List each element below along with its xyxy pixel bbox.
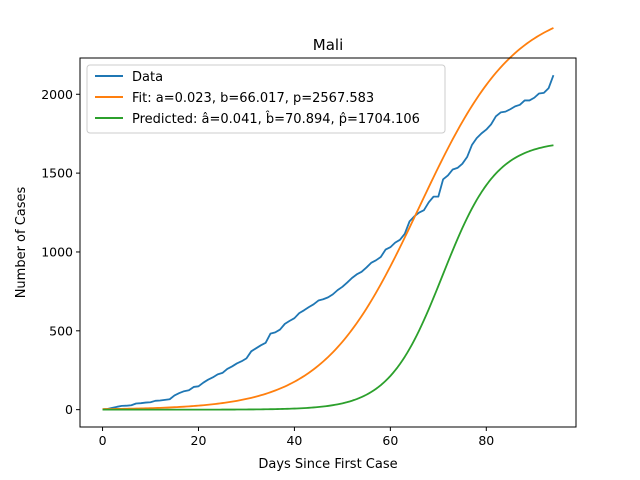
y-axis-ticks: 0 500 1000 1500 2000 [41,87,80,417]
series-line-data [102,74,555,411]
x-tick-label: 20 [191,433,207,448]
y-tick-label: 0 [65,402,73,417]
x-axis-label: Days Since First Case [258,457,397,472]
legend-frame [86,64,446,134]
plot-frame [79,57,577,428]
series-line-fit [102,27,554,411]
legend-label-fit: Fit: a=0.023, b=66.017, p=2567.583 [132,91,374,106]
legend: Data Fit: a=0.023, b=66.017, p=2567.583 … [86,64,446,134]
y-tick-label: 1000 [41,244,73,259]
x-axis-ticks: 0 20 40 60 80 [99,427,494,448]
series-layer [102,27,555,411]
y-axis-label: Number of Cases [14,186,29,298]
y-tick-label: 1500 [41,166,73,181]
y-tick-label: 500 [49,323,73,338]
x-tick-label: 60 [382,433,398,448]
legend-label-data: Data [132,70,163,85]
legend-label-predicted: Predicted: â=0.041, b̂=70.894, p̂=1704.1… [132,112,420,127]
y-tick-label: 2000 [41,87,73,102]
x-tick-label: 0 [99,433,107,448]
series-line-predicted [102,144,554,411]
x-tick-label: 80 [478,433,494,448]
chart-title: Mali [313,36,343,54]
x-tick-label: 40 [286,433,302,448]
